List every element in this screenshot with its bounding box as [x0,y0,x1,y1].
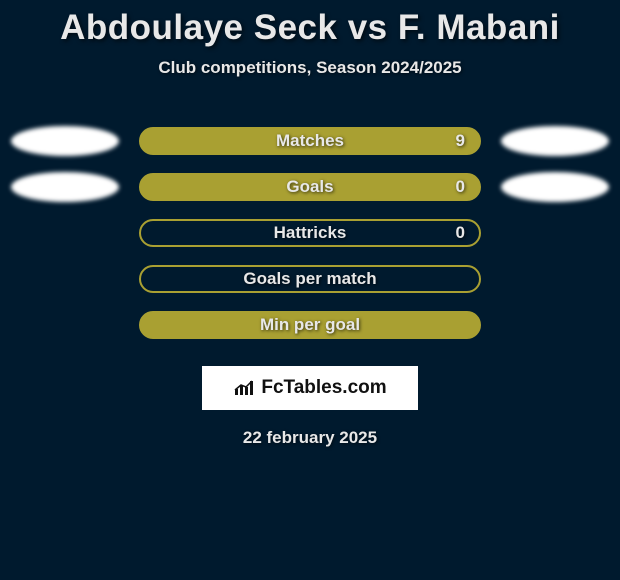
stat-bar-wrap: Goals per match [139,265,481,293]
logo-box: FcTables.com [202,366,418,410]
player-left-marker [11,172,119,202]
logo: FcTables.com [233,377,386,399]
page-title: Abdoulaye Seck vs F. Mabani [0,0,620,48]
stat-bar-wrap: Goals 0 [139,173,481,201]
stat-bar-wrap: Min per goal [139,311,481,339]
stat-row: Goals 0 [0,164,620,210]
stat-value: 0 [456,223,465,243]
stat-row: Goals per match [0,256,620,302]
stat-bar: Goals per match [139,265,481,293]
player-right-marker [501,126,609,156]
player-right-marker [501,172,609,202]
stats-rows: Matches 9 Goals 0 Hattricks 0 Goals per match M… [0,118,620,348]
stat-label: Min per goal [260,315,360,335]
stat-bar-wrap: Hattricks 0 [139,219,481,247]
stat-label: Goals [286,177,333,197]
stat-label: Goals per match [243,269,376,289]
stat-bar: Min per goal [139,311,481,339]
stat-value: 9 [456,131,465,151]
page-subtitle: Club competitions, Season 2024/2025 [0,58,620,78]
stat-label: Hattricks [274,223,347,243]
stat-bar: Goals 0 [139,173,481,201]
stat-label: Matches [276,131,344,151]
stat-row: Hattricks 0 [0,210,620,256]
footer-date: 22 february 2025 [0,428,620,448]
stat-value: 0 [456,177,465,197]
bar-chart-icon [233,379,255,397]
player-left-marker [11,126,119,156]
stat-row: Min per goal [0,302,620,348]
stat-bar: Matches 9 [139,127,481,155]
stat-bar-wrap: Matches 9 [139,127,481,155]
stat-bar: Hattricks 0 [139,219,481,247]
stat-row: Matches 9 [0,118,620,164]
logo-text: FcTables.com [261,377,386,399]
